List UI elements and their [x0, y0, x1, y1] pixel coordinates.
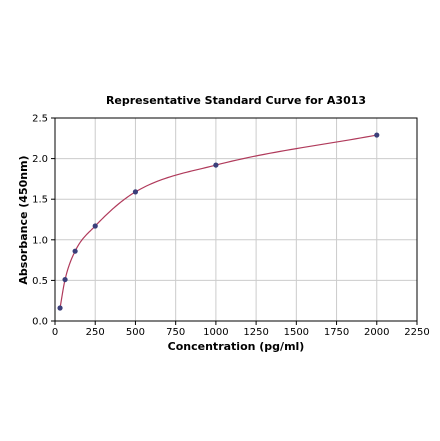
- y-tick-label: 0.0: [32, 317, 48, 328]
- y-tick-label: 2.5: [32, 114, 48, 125]
- x-axis-ticks: 0 250 500 750 1000 1250 1500 1750 2000 2250: [52, 321, 430, 338]
- x-tick-label: 1250: [243, 327, 268, 338]
- data-point: [92, 223, 98, 229]
- x-tick-label: 750: [166, 327, 185, 338]
- y-tick-label: 1.0: [32, 235, 48, 246]
- data-point: [57, 305, 63, 311]
- data-point: [62, 276, 68, 283]
- chart-title: Representative Standard Curve for A3013: [106, 94, 366, 107]
- y-tick-label: 1.5: [32, 195, 48, 206]
- x-tick-label: 2250: [404, 327, 429, 338]
- data-points: [57, 132, 380, 311]
- x-tick-label: 1000: [203, 327, 228, 338]
- x-tick-label: 0: [52, 327, 58, 338]
- fitted-curve-line: [59, 134, 377, 309]
- grid: [54, 117, 418, 322]
- y-axis-label: Absorbance (450nm): [17, 155, 30, 284]
- y-axis-ticks: 0.0 0.5 1.0 1.5 2.0 2.5: [32, 114, 55, 328]
- data-point: [72, 248, 78, 254]
- x-axis-label: Concentration (pg/ml): [168, 340, 305, 353]
- data-point: [374, 132, 380, 138]
- y-tick-label: 0.5: [32, 276, 48, 287]
- plot-area-frame: [54, 117, 418, 322]
- data-point: [213, 162, 219, 168]
- x-tick-label: 2000: [364, 327, 389, 338]
- data-point: [132, 189, 139, 195]
- y-tick-label: 2.0: [32, 154, 48, 165]
- x-tick-label: 500: [126, 327, 145, 338]
- x-tick-label: 250: [86, 327, 105, 338]
- x-tick-label: 1750: [324, 327, 349, 338]
- x-tick-label: 1500: [284, 327, 309, 338]
